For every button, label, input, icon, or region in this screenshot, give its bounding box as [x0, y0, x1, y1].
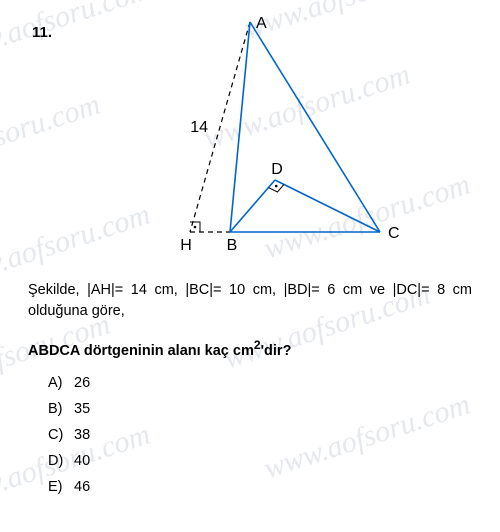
- option-letter: A): [48, 375, 74, 391]
- svg-text:D: D: [271, 161, 283, 178]
- svg-text:A: A: [256, 15, 267, 32]
- svg-text:B: B: [227, 237, 238, 254]
- given-text: Şekilde, |AH|= 14 cm, |BC|= 10 cm, |BD|=…: [28, 280, 472, 322]
- svg-text:C: C: [388, 225, 400, 242]
- figure-svg: A H B C D 14: [100, 12, 400, 262]
- svg-text:14: 14: [190, 119, 208, 136]
- question-main: ABDCA dörtgeninin alanı kaç cm: [28, 343, 254, 359]
- squared: 2: [254, 338, 261, 352]
- option-letter: C): [48, 427, 74, 443]
- question-content: 11. A H B C D 14 Şekilde, |AH|= 14 cm, |BC|= …: [20, 12, 480, 495]
- option-value: 35: [74, 401, 90, 417]
- option-value: 26: [74, 375, 90, 391]
- option-value: 40: [74, 453, 90, 469]
- option-letter: B): [48, 401, 74, 417]
- svg-text:H: H: [180, 237, 192, 254]
- option-letter: D): [48, 453, 74, 469]
- geometry-figure: A H B C D 14: [100, 12, 400, 262]
- option-row[interactable]: A)26: [48, 375, 480, 391]
- option-value: 38: [74, 427, 90, 443]
- question-number: 11.: [32, 24, 52, 41]
- option-row[interactable]: B)35: [48, 401, 480, 417]
- answer-options: A)26B)35C)38D)40E)46: [48, 375, 480, 495]
- question-text: ABDCA dörtgeninin alanı kaç cm2'dir?: [28, 338, 472, 359]
- option-row[interactable]: D)40: [48, 453, 480, 469]
- option-row[interactable]: E)46: [48, 479, 480, 495]
- option-letter: E): [48, 479, 74, 495]
- option-row[interactable]: C)38: [48, 427, 480, 443]
- option-value: 46: [74, 479, 90, 495]
- question-tail: 'dir?: [261, 343, 292, 359]
